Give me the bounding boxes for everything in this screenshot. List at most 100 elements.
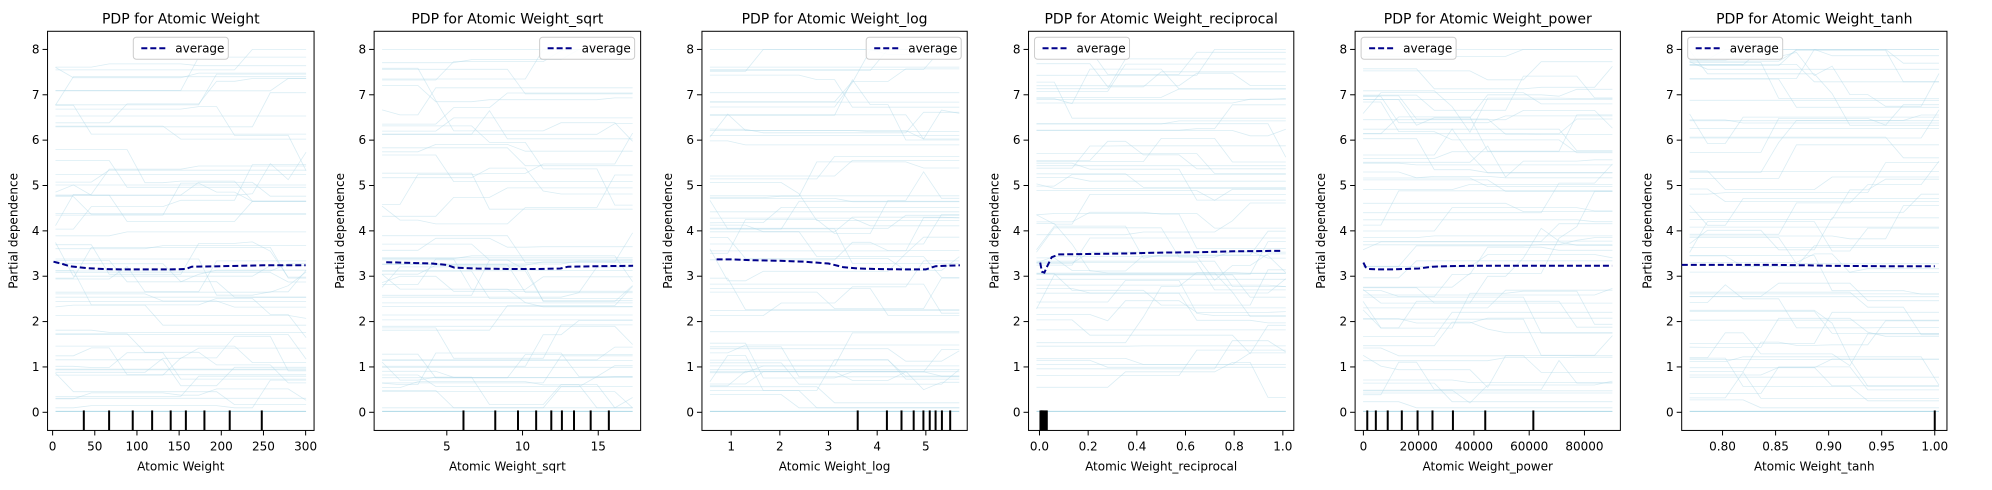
ice-curve [1689,188,1939,203]
ice-curve [55,270,307,338]
ice-curve [1036,81,1286,119]
ice-curve [382,365,633,409]
y-tick-label: 8 [1339,42,1347,56]
ice-curve [1689,284,1939,329]
y-axis-label: Partial dependence [1641,173,1655,289]
ice-curve [55,379,307,409]
ice-curve [1689,78,1939,108]
ice-curve [709,277,960,311]
ice-curve [55,165,307,226]
ice-curve [382,172,633,210]
x-tick-label: 1.00 [1921,439,1948,453]
x-tick-label: 300 [294,439,317,453]
ice-curve [55,78,307,92]
y-tick-label: 7 [1013,88,1021,102]
ice-curve [1363,321,1613,347]
legend: average [1687,36,1784,60]
ice-curve [55,196,307,215]
ice-curve [709,283,960,314]
x-tick-label: 0.95 [1868,439,1895,453]
ice-curve [709,113,960,138]
ice-curve [1689,320,1939,373]
ice-curve [1363,202,1613,213]
ice-curve [1363,171,1613,179]
ice-curve [1036,251,1286,264]
ice-curve [55,67,307,79]
pdp-panel-3: 1 2 3 4 5 0 1 2 3 4 5 6 7 8 PDP for Atomic Weight_log A… [661,11,968,473]
ice-curve [1689,310,1939,334]
ice-curve [55,260,307,293]
ice-curve [1036,269,1286,306]
ice-curve [382,167,633,195]
ice-curve [1689,311,1939,345]
ice-curve [382,154,633,183]
ice-curve [1036,257,1286,318]
ice-curve [382,125,633,206]
ice-curve [1363,151,1613,159]
y-tick-label: 5 [358,179,366,193]
ice-curve [1036,98,1286,104]
x-tick-label: 0.8 [1225,439,1244,453]
ice-curve [1363,382,1613,403]
y-axis-label: Partial dependence [661,173,675,289]
ice-curve [1363,246,1613,298]
ice-curve [1689,309,1939,360]
ice-curve [382,123,633,135]
x-tick-label: 200 [210,439,233,453]
ice-curve [1689,170,1939,191]
ice-curve [709,359,960,391]
ice-curve [55,149,307,202]
ice-curve [1036,225,1286,259]
x-tick-label: 50 [87,439,102,453]
ice-curves [1362,49,1613,412]
x-tick-label: 0.85 [1762,439,1789,453]
y-tick-label: 1 [358,360,366,374]
y-tick-label: 8 [32,42,40,56]
ice-curve [1036,349,1286,377]
ice-curve [382,355,633,384]
ice-curve [1036,153,1286,174]
ice-curve [709,200,960,230]
ice-curve [709,114,960,140]
ice-curve [55,245,307,250]
ice-curve [1689,217,1939,251]
ice-curve [1363,110,1613,129]
ice-curve [382,324,633,359]
x-tick-label: 4 [873,439,881,453]
y-tick-label: 6 [358,133,366,147]
ice-curve [1036,88,1286,98]
ice-curve [382,346,633,361]
ice-curve [709,200,960,264]
x-tick-label: 100 [125,439,148,453]
ice-curve [1362,300,1613,329]
ice-curve [1036,58,1286,90]
ice-curve [1689,245,1939,267]
y-axis-label: Partial dependence [988,173,1002,289]
ice-curve [1036,72,1286,87]
ice-curve [709,224,960,278]
ice-curve [55,182,307,216]
y-tick-label: 0 [1666,405,1674,419]
ice-curve [55,352,307,380]
ice-curve [1363,311,1613,338]
ice-curve [1363,227,1613,304]
ice-curve [382,319,633,367]
x-tick-label: 1 [727,439,735,453]
ice-curve [1036,173,1286,187]
ice-curve [1689,178,1939,220]
ice-curve [55,104,307,135]
ice-curve [1363,138,1613,174]
ice-curve [1036,140,1286,170]
ice-curve [1362,92,1613,114]
ice-curve [382,376,633,379]
legend-box [1687,36,1784,60]
legend-label-average: average [1403,41,1452,55]
ice-curves [1036,49,1287,412]
ice-curve [55,125,307,140]
ice-curve [55,333,307,384]
ice-curve [382,67,633,142]
pdp-panel-2: 5 10 15 0 1 2 3 4 5 6 7 8 PDP for Atomic Weight_sqrt… [333,11,642,473]
ice-curve [709,140,960,146]
x-axis-label: Atomic Weight_power [1423,459,1553,473]
y-tick-label: 3 [1013,269,1021,283]
